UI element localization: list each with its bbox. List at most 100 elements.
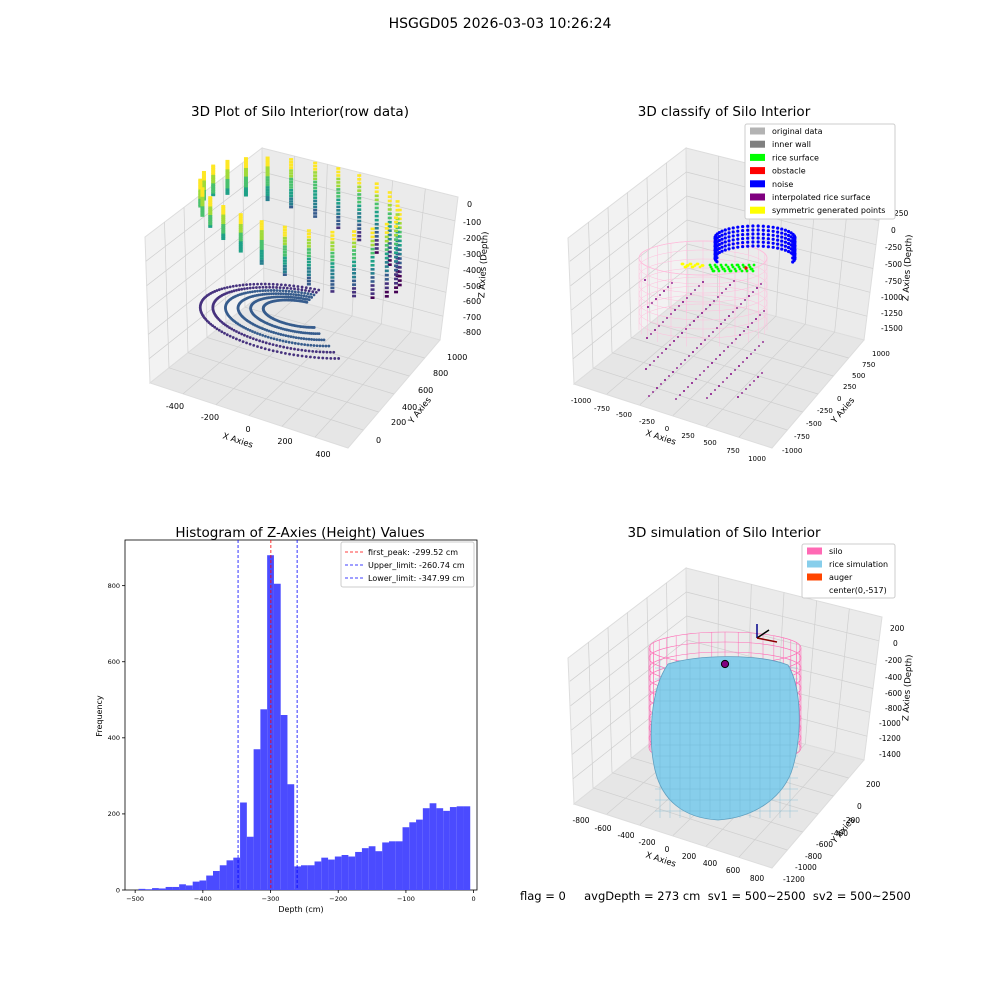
noise-point — [766, 237, 770, 241]
raw-point — [282, 248, 287, 251]
raw-point — [231, 284, 235, 288]
noise-point — [786, 233, 791, 238]
y-tick: -1000 — [795, 863, 817, 872]
z-tick: 0 — [891, 226, 896, 235]
interpolated-point — [693, 320, 695, 322]
raw-point — [215, 327, 219, 331]
interpolated-point — [696, 347, 698, 349]
raw-point — [200, 187, 205, 190]
raw-point — [230, 290, 234, 293]
raw-point — [330, 258, 335, 262]
interpolated-point — [707, 366, 709, 368]
axis-triad-icon — [756, 624, 778, 643]
raw-point — [201, 174, 206, 177]
raw-z-ticks: 0 -100 -200 -300 -400 -500 -600 -700 -80… — [463, 200, 481, 337]
raw-point — [370, 243, 375, 247]
raw-point — [357, 227, 362, 230]
noise-point — [723, 248, 727, 252]
raw-point — [328, 350, 332, 354]
y-tick: -800 — [805, 852, 822, 861]
interpolated-point — [749, 384, 751, 386]
raw-point — [253, 290, 257, 293]
raw-point — [352, 241, 357, 245]
raw-point — [221, 220, 226, 223]
raw-point — [387, 250, 392, 254]
raw-point — [243, 159, 248, 162]
noise-point — [756, 232, 760, 236]
raw-point — [268, 342, 272, 346]
raw-point — [321, 356, 325, 360]
interpolated-point — [726, 377, 728, 379]
interpolated-point — [758, 345, 760, 347]
raw-point — [394, 220, 399, 224]
x-tick: 1000 — [748, 455, 766, 463]
raw-point — [211, 324, 214, 328]
legend-label: inner wall — [772, 140, 811, 149]
noise-point — [746, 228, 750, 232]
raw-point — [311, 349, 315, 353]
raw-point — [306, 235, 311, 239]
raw-point — [384, 222, 389, 226]
raw-point — [200, 198, 205, 201]
raw-point — [330, 262, 335, 265]
raw-point — [201, 177, 206, 180]
histogram-bar — [273, 583, 281, 890]
raw-point — [306, 254, 311, 258]
raw-point — [198, 183, 203, 186]
histogram-bar — [138, 888, 146, 890]
interpolated-point — [703, 370, 705, 372]
raw-point — [265, 161, 270, 165]
raw-point — [211, 183, 216, 186]
raw-point — [370, 251, 375, 255]
raw-point — [244, 291, 248, 295]
raw-point — [289, 160, 294, 164]
raw-point — [300, 288, 304, 292]
interpolated-point — [697, 316, 699, 318]
z-tick: -1000 — [879, 719, 901, 728]
raw-point — [228, 334, 232, 338]
x-tick: -400 — [617, 831, 634, 840]
raw-point — [312, 338, 316, 341]
interpolated-point — [761, 372, 763, 374]
raw-point — [279, 283, 283, 287]
legend-label: Lower_limit: -347.99 cm — [368, 574, 465, 583]
raw-point — [223, 286, 226, 290]
interpolated-point — [745, 388, 747, 390]
raw-point — [223, 331, 226, 335]
interpolated-point — [681, 332, 683, 334]
raw-point — [357, 193, 362, 196]
raw-point — [370, 276, 375, 279]
generated-point — [689, 262, 693, 266]
raw-point — [228, 326, 231, 330]
noise-point — [727, 239, 731, 243]
raw-point — [287, 295, 291, 299]
raw-point — [289, 205, 294, 209]
raw-point — [217, 288, 221, 292]
raw-point — [352, 268, 357, 271]
noise-point — [731, 234, 735, 238]
raw-point — [394, 242, 399, 246]
raw-point — [330, 255, 335, 258]
raw-point — [265, 176, 270, 179]
raw-point — [208, 215, 213, 218]
raw-point — [243, 172, 248, 175]
x-tick: 400 — [703, 859, 718, 868]
raw-point — [289, 347, 293, 350]
histogram-bar — [382, 842, 389, 890]
raw-point — [200, 207, 205, 211]
raw-plot-title: 3D Plot of Silo Interior(row data) — [191, 104, 409, 120]
histogram-bar — [199, 880, 207, 890]
raw-point — [309, 355, 312, 359]
raw-point — [265, 191, 270, 194]
raw-point — [272, 292, 276, 296]
rice-surface-point — [728, 269, 732, 273]
x-tick: 0 — [245, 425, 250, 434]
interpolated-point — [663, 290, 665, 292]
figure-title: HSGGD05 2026-03-03 10:26:24 — [388, 16, 612, 32]
raw-point — [300, 348, 304, 352]
raw-point — [397, 221, 402, 225]
noise-point — [761, 236, 765, 240]
raw-point — [374, 210, 379, 214]
raw-point — [198, 197, 203, 200]
raw-point — [330, 241, 335, 244]
